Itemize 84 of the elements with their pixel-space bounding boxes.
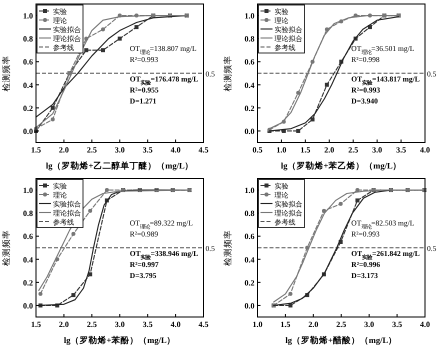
point xyxy=(296,128,300,133)
x-tick-label: 2.0 xyxy=(58,320,69,329)
x-tick-label: 3.5 xyxy=(392,320,402,329)
x-tick-label: 3.5 xyxy=(396,146,406,154)
x-axis-title: lg（罗勒烯+醋酸）（mg/L） xyxy=(285,335,398,345)
point xyxy=(355,198,360,202)
x-tick-label: 4.0 xyxy=(420,320,430,329)
y-tick-label: 1.0 xyxy=(23,12,33,21)
point xyxy=(50,106,55,110)
x-tick-label: 2.0 xyxy=(308,320,318,329)
x-tick-label: 3.0 xyxy=(372,146,382,154)
point xyxy=(101,48,105,52)
x-axis-title: lg（罗勒烯+乙二醇单丁醚）（mg/L） xyxy=(46,160,194,170)
x-tick-label: 1.5 xyxy=(280,320,290,329)
point xyxy=(288,292,292,296)
x-tick-label: 3.0 xyxy=(114,146,125,154)
x-tick-label: 4.0 xyxy=(170,320,181,329)
y-tick-label: 1.0 xyxy=(23,186,33,196)
y-tick-label: 1.0 xyxy=(244,186,254,196)
y-axis-title: 检测频率 xyxy=(1,55,11,92)
point xyxy=(324,27,329,32)
y-tick-label: 0.0 xyxy=(23,126,33,136)
x-tick-label: 3.5 xyxy=(142,146,153,154)
point xyxy=(310,117,315,122)
y-tick-label: 0.6 xyxy=(244,232,254,242)
x-tick-label: 2.0 xyxy=(58,146,69,154)
y-axis-title: 检测频率 xyxy=(222,55,232,92)
y-tick-label: 0.4 xyxy=(244,255,254,264)
x-tick-label: 1.5 xyxy=(300,146,310,154)
point xyxy=(338,202,343,206)
point xyxy=(84,48,88,52)
point xyxy=(324,82,329,87)
point xyxy=(50,117,55,122)
y-tick-label: 0.4 xyxy=(244,80,254,90)
y-axis-title: 检测频率 xyxy=(1,230,11,266)
point xyxy=(134,25,138,30)
y-tick-label: 0.6 xyxy=(23,58,33,67)
x-tick-label: 4.0 xyxy=(420,146,430,154)
point xyxy=(288,303,292,308)
point xyxy=(322,208,326,213)
y-tick-label: 0.2 xyxy=(23,278,33,288)
y-tick-label: 0.8 xyxy=(244,209,254,218)
x-axis-title: lg（罗勒烯+苯乙烯）（mg/L） xyxy=(280,160,402,170)
y-tick-label: 0.6 xyxy=(244,58,254,67)
y-tick-label: 0.6 xyxy=(23,232,33,242)
x-tick-label: 1.0 xyxy=(252,320,262,329)
x-tick-label: 3.5 xyxy=(142,320,153,329)
y-axis-title: 检测频率 xyxy=(222,230,232,266)
x-tick-label: 2.5 xyxy=(336,320,346,329)
x-tick-label: 2.5 xyxy=(86,146,97,154)
y-tick-label: 0.4 xyxy=(23,255,33,264)
point xyxy=(355,188,360,192)
point xyxy=(38,292,42,296)
y-tick-label: 1.0 xyxy=(244,12,254,21)
y-tick-label: 0.0 xyxy=(23,301,33,310)
x-tick-label: 3.0 xyxy=(364,320,374,329)
point xyxy=(296,90,300,95)
x-tick-label: 2.5 xyxy=(348,146,358,154)
x-tick-label: 4.5 xyxy=(198,320,208,329)
point xyxy=(104,188,109,192)
x-tick-label: 4.5 xyxy=(198,146,208,154)
y-tick-label: 0.0 xyxy=(244,126,254,136)
y-tick-label: 0.4 xyxy=(23,80,33,90)
point xyxy=(71,293,76,298)
y-tick-label: 0.8 xyxy=(23,209,33,218)
y-tick-label: 0.2 xyxy=(23,104,33,113)
point xyxy=(71,232,76,236)
x-tick-label: 3.0 xyxy=(114,320,125,329)
y-tick-label: 0.8 xyxy=(23,34,33,44)
point xyxy=(101,27,105,32)
y-tick-label: 0.0 xyxy=(244,301,254,310)
y-tick-label: 0.8 xyxy=(244,34,254,44)
point xyxy=(118,36,122,41)
x-tick-label: 4.0 xyxy=(170,146,181,154)
x-axis-title: lg（罗勒烯+苯酚）（mg/L） xyxy=(64,335,176,345)
x-tick-label: 1.5 xyxy=(31,146,41,154)
x-tick-label: 1.0 xyxy=(276,146,286,154)
x-tick-label: 1.5 xyxy=(31,320,41,329)
y-tick-label: 0.2 xyxy=(244,278,254,288)
x-tick-label: 0.5 xyxy=(252,146,262,154)
point xyxy=(88,208,92,213)
x-tick-label: 2.0 xyxy=(324,146,334,154)
x-tick-label: 2.5 xyxy=(86,320,97,329)
y-tick-label: 0.2 xyxy=(244,104,254,113)
